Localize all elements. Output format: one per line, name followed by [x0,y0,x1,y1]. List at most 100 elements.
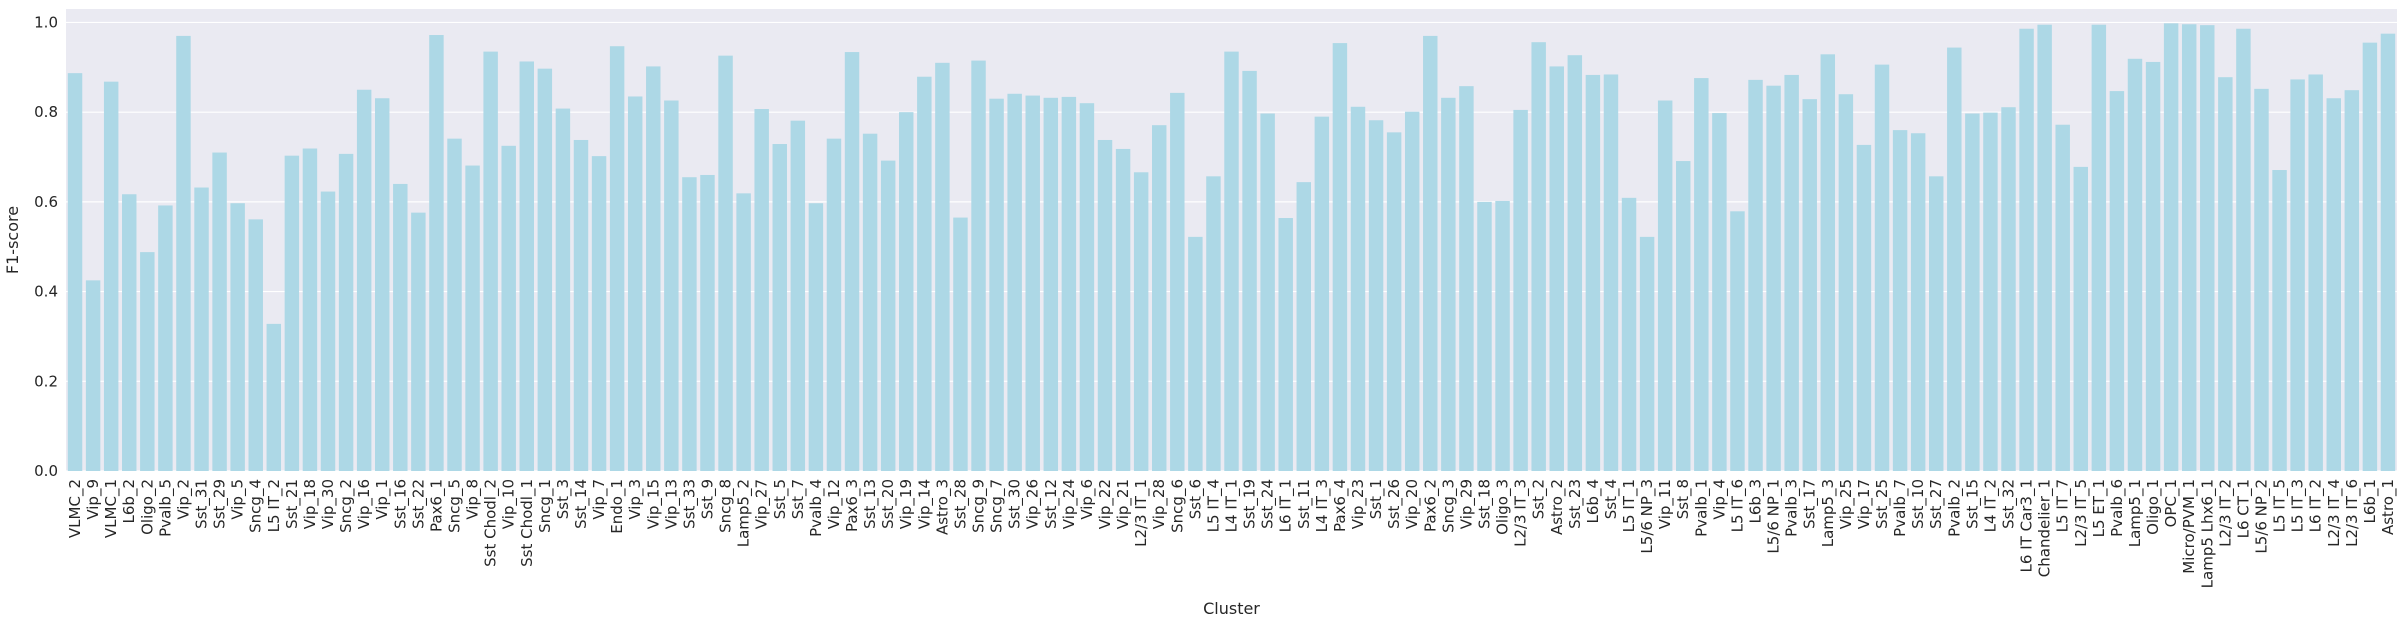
bar [284,155,300,472]
x-tick-label: Sst_20 [879,479,898,529]
bar [1170,92,1185,471]
x-tick-label: Vip_4 [1710,479,1729,520]
bar [1441,97,1456,472]
bar [1676,161,1691,471]
bar [591,156,607,472]
x-tick-label: Sst_21 [283,479,302,529]
bar [302,148,318,472]
x-tick-label: L2/3 IT_3 [1512,479,1531,547]
x-tick-label: L6 IT Car3_1 [2018,479,2037,572]
bar [1133,172,1149,471]
bar [2145,61,2161,471]
bar [953,217,968,471]
x-tick-label: Pax6_4 [1331,479,1350,532]
bar [2254,88,2269,472]
bar [1657,100,1673,471]
bar [917,76,932,471]
x-tick-label: Vip_6 [1078,479,1097,520]
y-tick-label: 0.0 [34,462,58,480]
bar [1459,86,1474,472]
bar [338,153,354,471]
bar [1531,42,1546,472]
x-tick-label: Sst_18 [1475,479,1494,529]
x-tick-label: L5/6 NP_1 [1765,479,1784,554]
bar [1188,236,1203,471]
bar [266,323,282,471]
x-tick-label: Astro_3 [933,479,952,535]
x-tick-label: Sst_12 [1042,479,1061,529]
x-tick-label: Sncg_8 [717,479,736,533]
x-tick-label: Sst_9 [698,479,717,519]
x-tick-label: Vip_25 [1837,479,1856,529]
bar [103,81,119,472]
bar [1766,85,1781,471]
bar [1206,176,1221,471]
y-axis-label: F1-score [3,206,22,274]
bar [1386,132,1402,471]
x-tick-label: Sst_28 [951,479,970,529]
x-tick-label: Pax6_3 [843,479,862,532]
x-tick-label: Lamp5 Lhx6_1 [2198,479,2217,588]
bar [1748,79,1763,471]
x-tick-label: Vip_15 [644,479,663,529]
x-tick-label: Oligo_3 [1494,479,1513,535]
x-tick-label: Lamp5_2 [735,479,754,547]
x-tick-label: Sncg_1 [536,479,555,533]
bar [844,52,860,472]
x-tick-label: Sst_22 [409,479,428,529]
bar [483,51,498,472]
x-tick-label: L5 IT_5 [2271,479,2290,532]
x-tick-label: Pvalb_1 [1692,479,1711,537]
bar [1784,74,1799,472]
bar [1314,116,1330,471]
x-axis-label: Cluster [1203,599,1260,618]
x-tick-label: Vip_30 [319,479,338,529]
x-tick-label: Vip_12 [825,479,844,529]
x-tick-label: Vip_11 [1656,479,1675,529]
x-tick-label: Sst_14 [572,479,591,529]
x-tick-label: Vip_1 [373,479,392,520]
x-tick-label: Vip_22 [1096,479,1115,529]
bar [1477,201,1492,471]
x-tick-label: L6b_2 [120,479,139,523]
x-tick-label: Lamp5_3 [1819,479,1838,547]
bar [664,100,679,471]
y-tick-label: 0.4 [34,283,58,301]
x-tick-label: L6b_4 [1584,479,1603,523]
x-tick-label: L2/3 IT_2 [2216,479,2235,547]
x-tick-label: Sst_5 [771,479,790,519]
bar [736,193,751,472]
bar [2236,28,2251,471]
bar [158,205,173,471]
x-tick-label: Vip_20 [1403,479,1422,529]
bar [122,194,137,472]
x-tick-label: L5 IT_1 [1620,479,1639,532]
x-tick-label: Pvalb_5 [156,479,175,537]
x-tick-label: L4 IT_2 [1981,479,2000,532]
bar [718,55,733,471]
x-tick-label: Pvalb_4 [807,479,826,537]
x-tick-label: Vip_13 [662,479,681,529]
x-tick-label: L5 IT_3 [2289,479,2308,532]
x-tick-label: Sncg_7 [988,479,1007,533]
x-tick-label: Vip_14 [915,479,934,529]
x-tick-label: Vip_2 [174,479,193,520]
x-tick-label: L4 IT_1 [1223,479,1242,532]
y-axis-ticks: 0.0 0.2 0.4 0.6 0.8 1.0 [34,13,58,480]
x-tick-label: L5 IT_4 [1204,479,1223,532]
x-tick-label: L6b_1 [2361,479,2380,523]
bar [85,280,101,471]
bar [1947,47,1962,471]
bar [1549,66,1564,472]
bar [1404,111,1420,472]
bar [1007,93,1022,472]
bar [1224,51,1239,472]
x-tick-label: Pvalb_2 [1945,479,1964,537]
bar [1061,96,1077,472]
bar [1639,236,1655,471]
x-tick-label: Vip_18 [301,479,320,529]
bars [67,23,2396,472]
x-tick-label: L4 IT_3 [1313,479,1332,532]
bar [555,108,571,472]
